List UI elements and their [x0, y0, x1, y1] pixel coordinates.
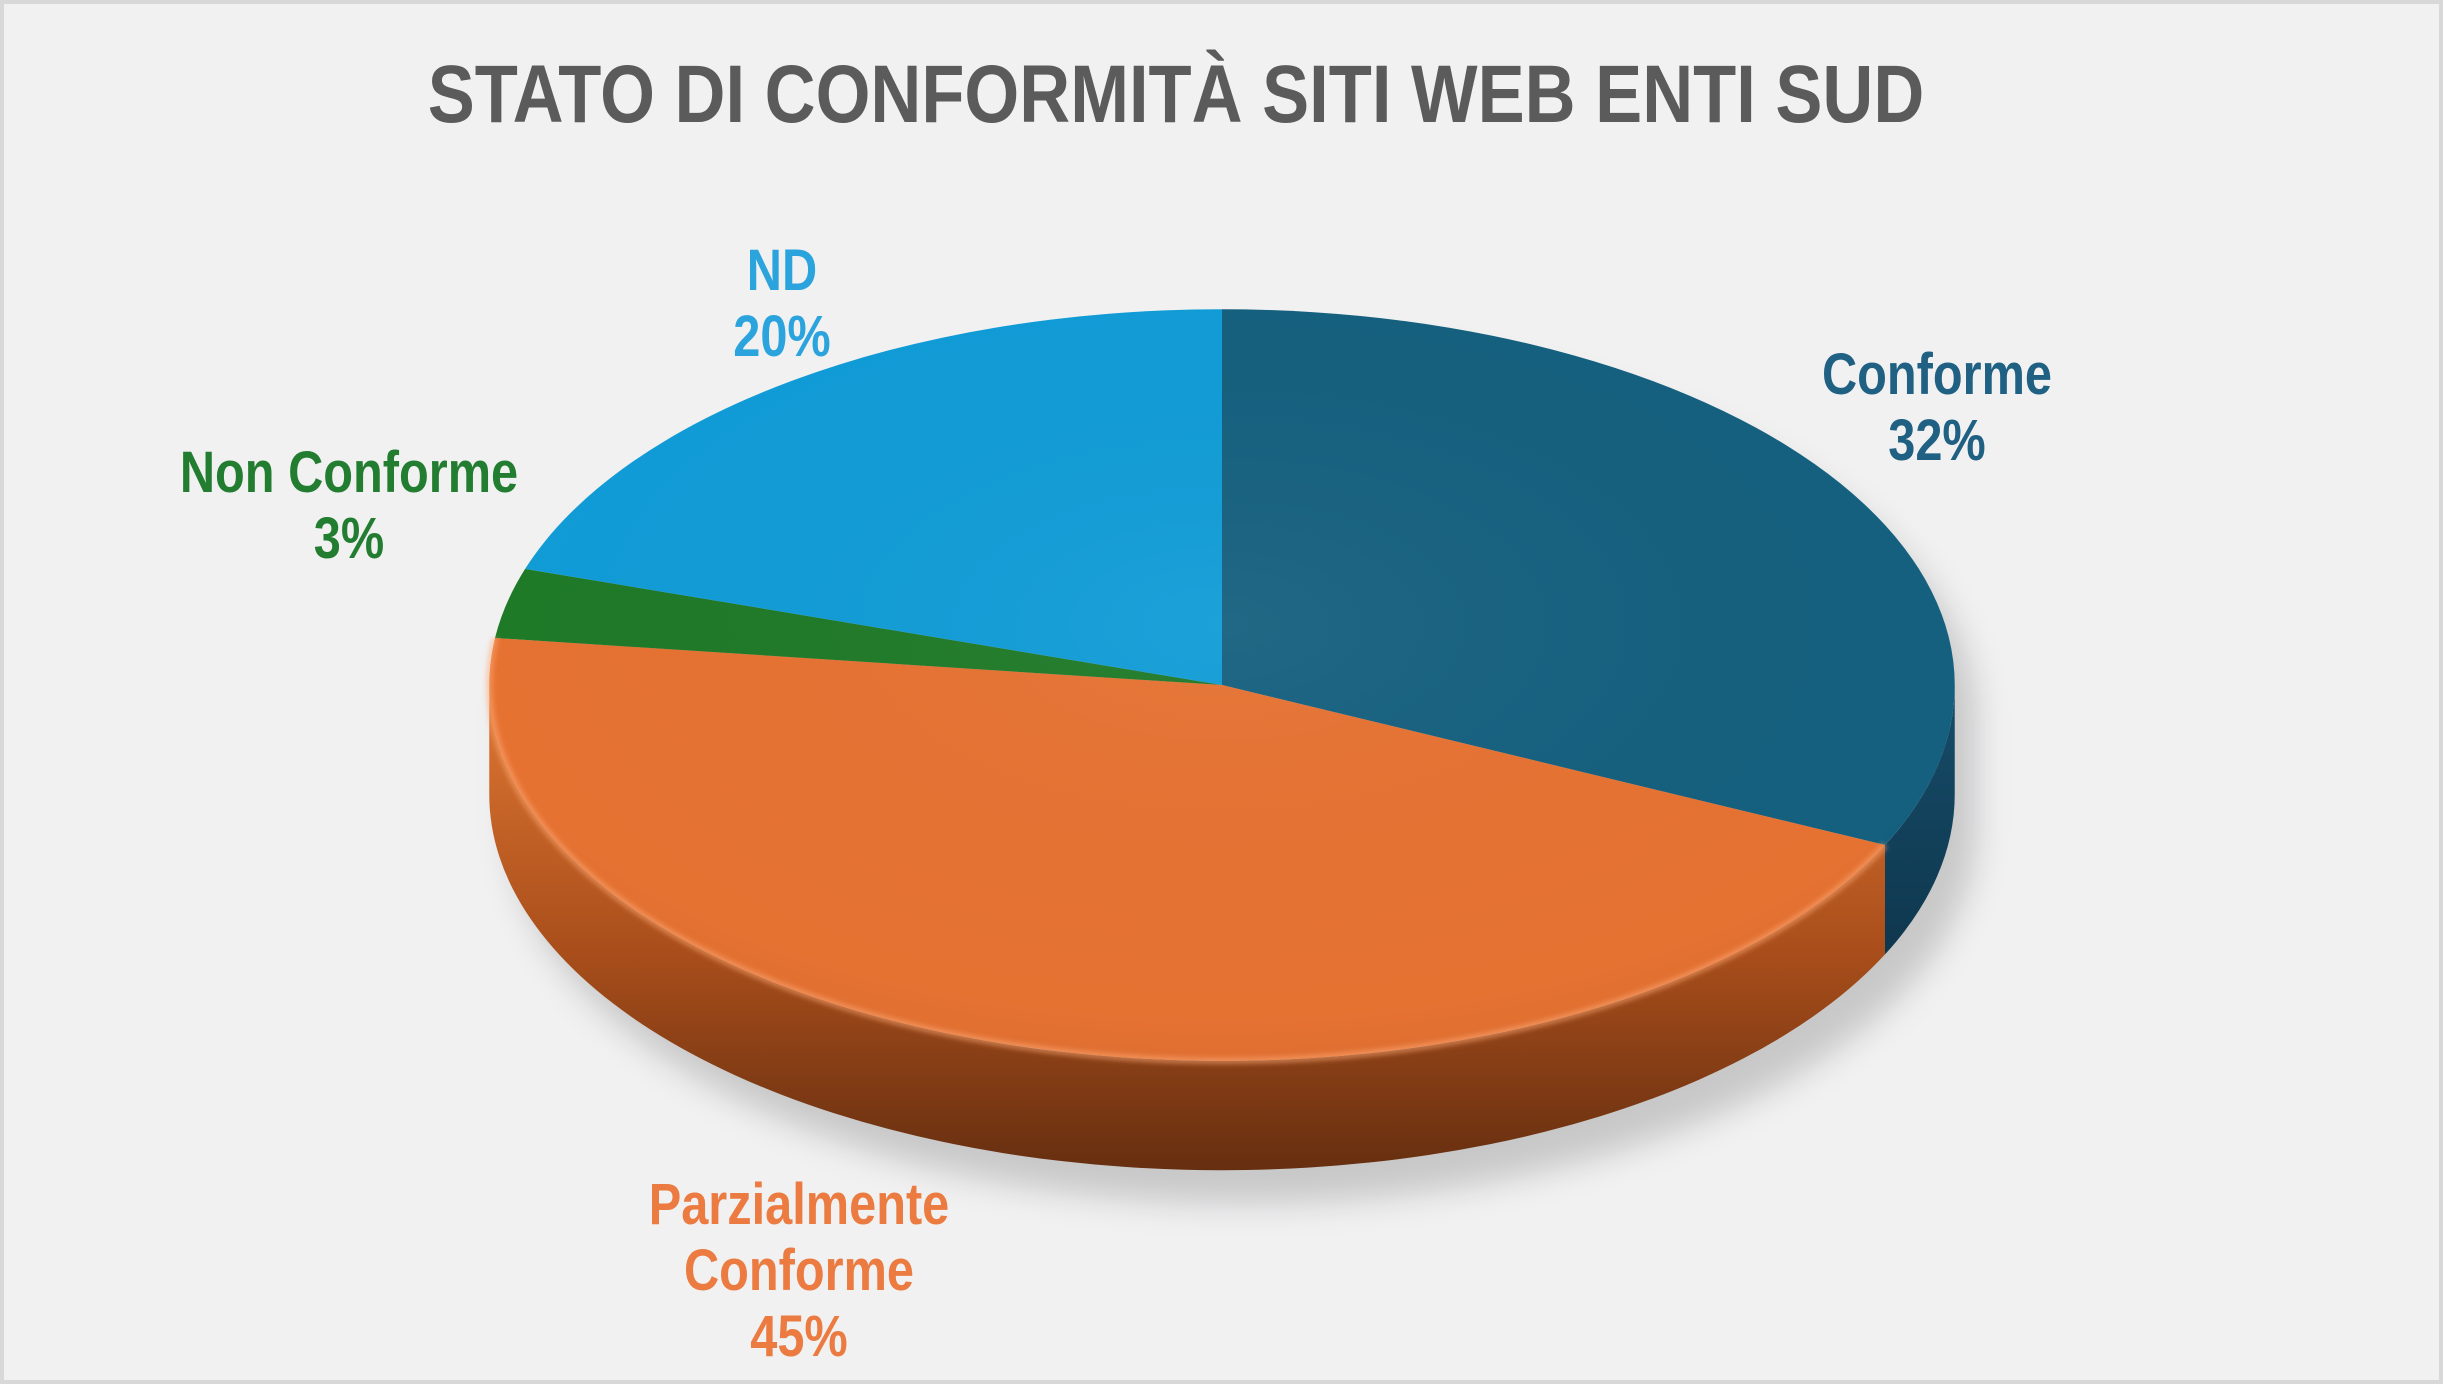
- label-parzialmente-conforme-name: Parzialmente Conforme: [648, 1172, 950, 1303]
- label-nd-pct: 20%: [733, 304, 831, 369]
- chart-title: STATO DI CONFORMITÀ SITI WEB ENTI SUD: [427, 49, 1925, 140]
- label-conforme: Conforme 32%: [1822, 342, 2052, 474]
- label-conforme-pct: 32%: [1888, 408, 1986, 473]
- label-non-conforme: Non Conforme 3%: [180, 440, 518, 572]
- label-non-conforme-name: Non Conforme: [179, 440, 519, 505]
- label-conforme-name: Conforme: [1821, 342, 2053, 407]
- label-nd-name: ND: [746, 238, 818, 303]
- label-nd: ND 20%: [733, 238, 831, 370]
- pie-chart-3d: [485, 309, 1977, 1205]
- label-non-conforme-pct: 3%: [313, 506, 385, 571]
- label-parzialmente-conforme-pct: 45%: [750, 1304, 848, 1369]
- label-parzialmente-conforme: Parzialmente Conforme 45%: [614, 1172, 984, 1370]
- rim-highlight: [485, 637, 1888, 1065]
